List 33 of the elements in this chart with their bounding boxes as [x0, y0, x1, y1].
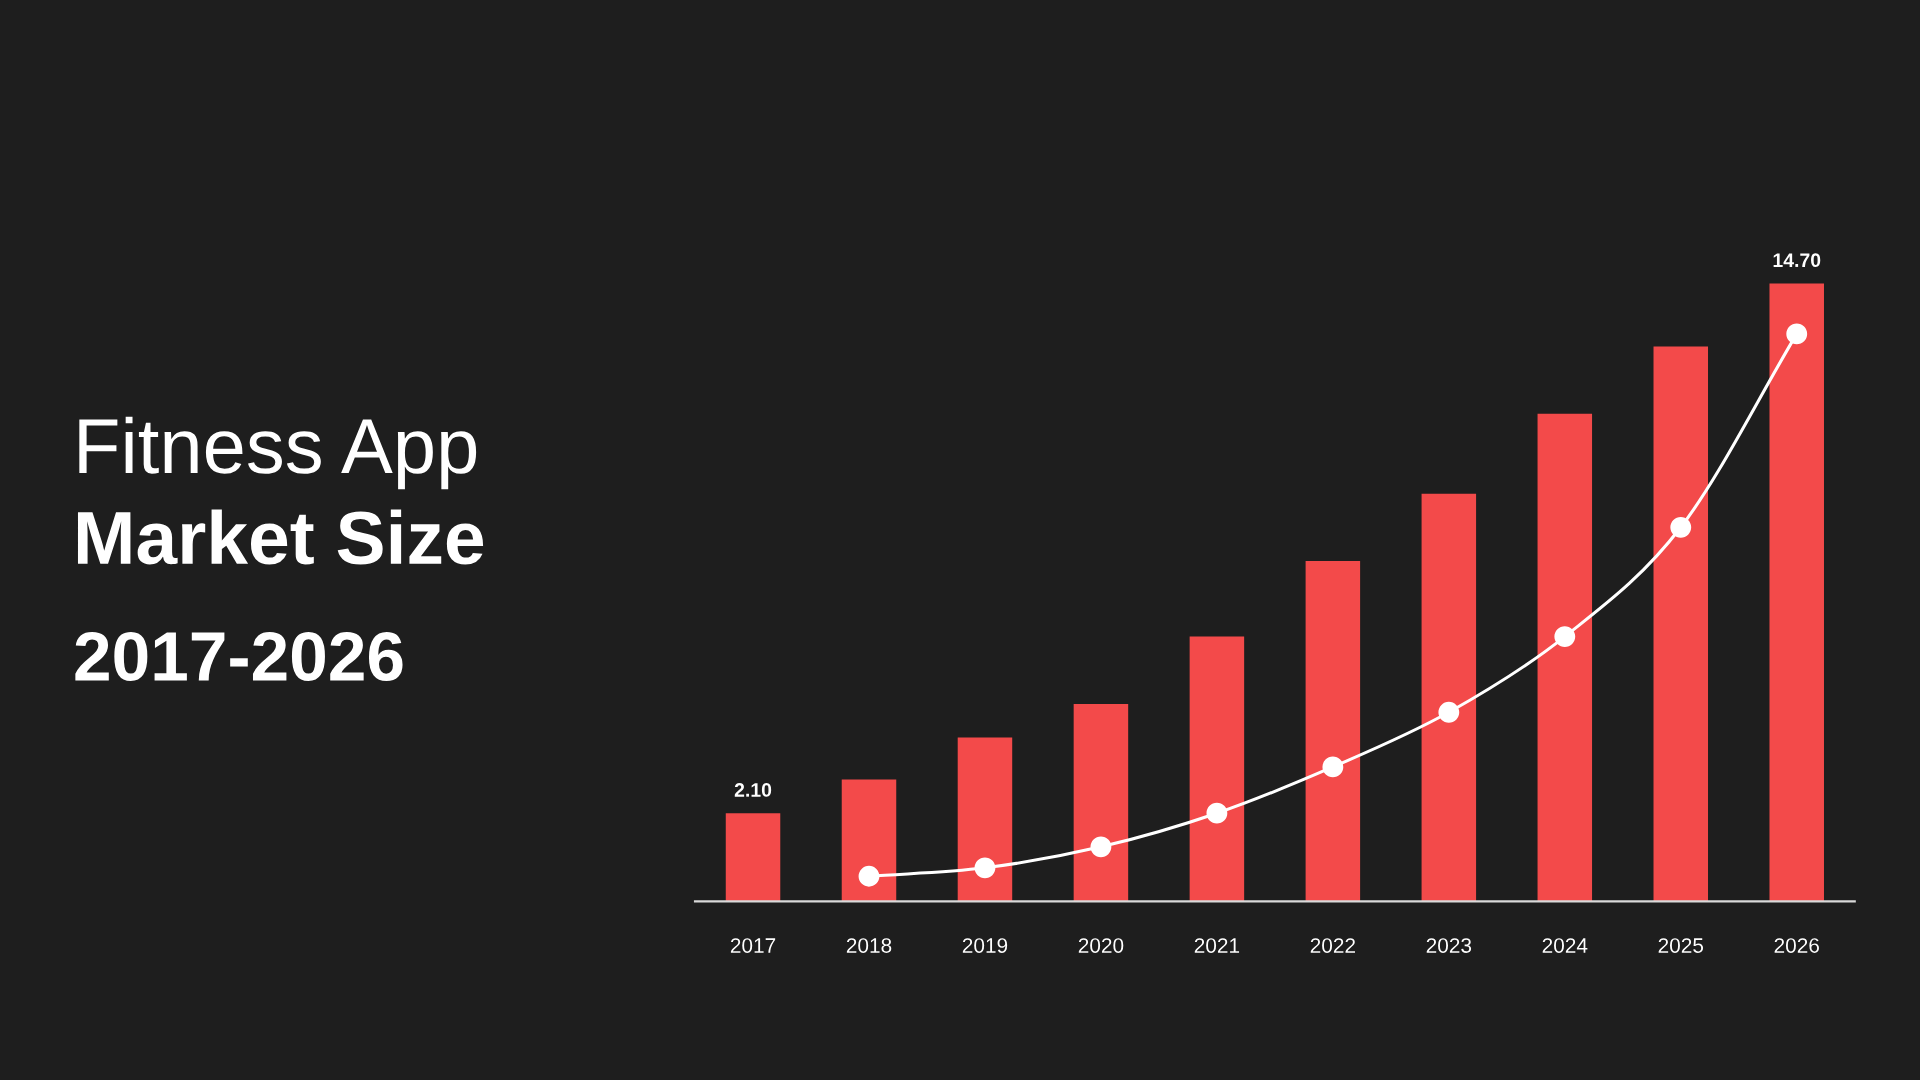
x-tick-label: 2020 — [1078, 938, 1124, 953]
point — [1786, 323, 1808, 345]
point — [974, 857, 996, 879]
point — [1322, 756, 1344, 778]
text: 2017-2026 — [75, 631, 403, 682]
x-tick-label: 2021 — [1194, 938, 1240, 953]
bar — [1769, 283, 1824, 902]
x-tick-label: 2025 — [1658, 938, 1704, 953]
point — [1090, 836, 1112, 858]
x-tick-label: 2018 — [846, 938, 892, 953]
bar — [725, 813, 781, 902]
text: Fitness App Market Size — [77, 416, 484, 565]
bar — [957, 737, 1013, 902]
data-label: 14.70 — [1773, 253, 1821, 268]
bar — [1073, 703, 1129, 902]
x-tick-label: 2026 — [1774, 938, 1819, 953]
bar — [1537, 413, 1593, 902]
x-tick-label: 2019 — [962, 938, 1008, 953]
bar — [1653, 346, 1709, 902]
x-tick-label: 2023 — [1426, 938, 1472, 953]
x-tick-label: 2024 — [1542, 938, 1588, 953]
bar — [841, 779, 897, 902]
x-tick-label: 2022 — [1310, 938, 1355, 953]
point — [858, 865, 880, 887]
point — [1206, 802, 1228, 824]
bar — [1305, 560, 1361, 902]
x-tick-label: 2017 — [730, 938, 776, 953]
point — [1554, 626, 1576, 648]
bar — [1421, 493, 1477, 902]
bar — [1189, 636, 1245, 902]
point — [1670, 516, 1692, 538]
point — [1438, 701, 1460, 723]
data-label: 2.10 — [734, 783, 772, 797]
